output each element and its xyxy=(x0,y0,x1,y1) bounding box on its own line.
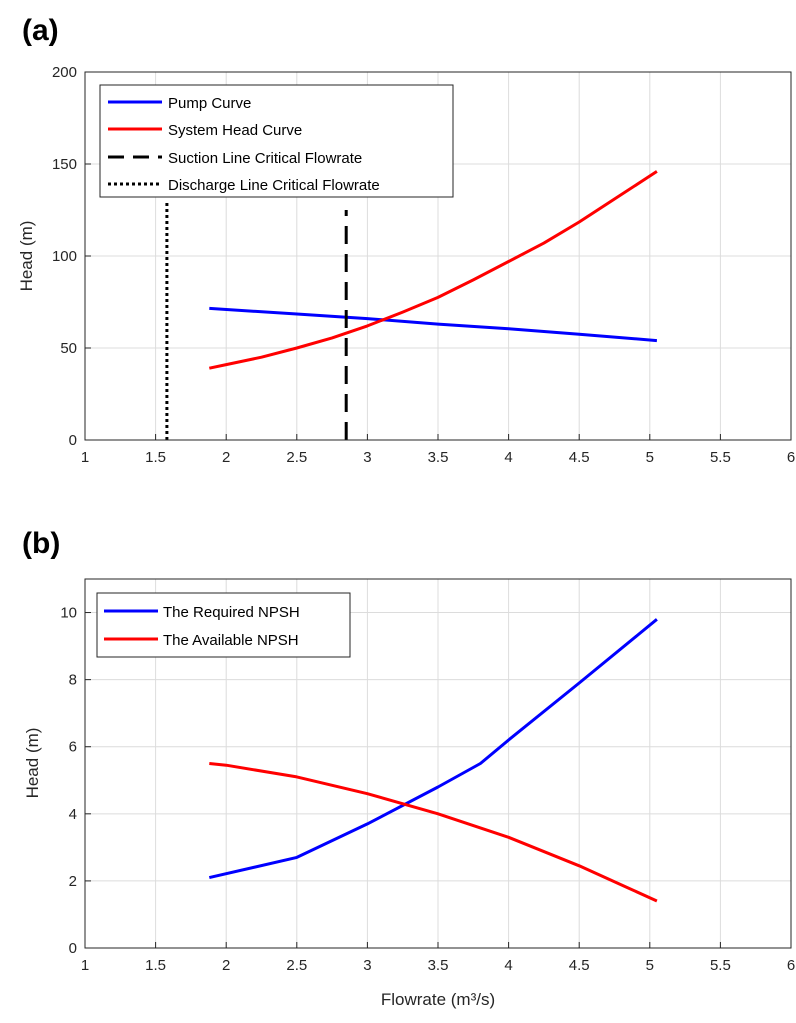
panel-b-y-axis-label: Head (m) xyxy=(23,728,42,799)
panel-b-x-axis-label: Flowrate (m³/s) xyxy=(381,990,495,1009)
series-line-pump-curve xyxy=(209,306,658,343)
x-tick-label: 5 xyxy=(646,449,654,466)
y-tick-label: 150 xyxy=(52,156,77,173)
x-tick-label: 2 xyxy=(222,957,230,974)
y-tick-label: 0 xyxy=(69,940,77,957)
y-tick-label: 4 xyxy=(69,806,77,823)
panel-a-legend: Pump Curve System Head Curve Suction Lin… xyxy=(99,84,454,198)
x-tick-label: 6 xyxy=(787,449,795,466)
panel-b: (b) 1 1.5 2 2.5 3 3.5 4 4.5 5 5.5 6 0 2 4 6 8 10 Head (… xyxy=(22,527,795,1009)
y-tick-label: 50 xyxy=(60,340,77,357)
x-tick-label: 3.5 xyxy=(428,449,449,466)
panel-a-label: (a) xyxy=(22,14,59,47)
panel-a-x-ticks: 1 1.5 2 2.5 3 3.5 4 4.5 5 5.5 6 xyxy=(81,434,795,466)
panel-b-label: (b) xyxy=(22,527,60,560)
x-tick-label: 3 xyxy=(363,957,371,974)
panel-b-x-ticks: 1 1.5 2 2.5 3 3.5 4 4.5 5 5.5 6 xyxy=(81,942,795,974)
x-tick-label: 2.5 xyxy=(286,449,307,466)
x-tick-label: 1 xyxy=(81,957,89,974)
legend-label-pump-curve: Pump Curve xyxy=(168,95,251,112)
x-tick-label: 2 xyxy=(222,449,230,466)
legend-label-suction-line: Suction Line Critical Flowrate xyxy=(168,150,362,167)
panel-a-series xyxy=(165,170,658,440)
x-tick-label: 2.5 xyxy=(286,957,307,974)
x-tick-label: 5 xyxy=(646,957,654,974)
panel-a-legend-box xyxy=(99,84,454,198)
y-tick-label: 8 xyxy=(69,672,77,689)
panel-b-y-ticks: 0 2 4 6 8 10 xyxy=(60,605,91,957)
legend-label-required-npsh: The Required NPSH xyxy=(163,604,300,621)
series-line-the-required-npsh xyxy=(208,618,658,880)
x-tick-label: 4.5 xyxy=(569,957,590,974)
panel-a-y-axis-label: Head (m) xyxy=(17,221,36,292)
y-tick-label: 0 xyxy=(69,432,77,449)
y-tick-label: 10 xyxy=(60,605,77,622)
x-tick-label: 1.5 xyxy=(145,449,166,466)
x-tick-label: 3.5 xyxy=(428,957,449,974)
series-line-system-head-curve xyxy=(208,170,658,370)
panel-a: (a) 1 1.5 2 2.5 3 3.5 4 4.5 5 5.5 6 0 50 100 150 200 H… xyxy=(17,14,795,466)
legend-label-available-npsh: The Available NPSH xyxy=(163,632,299,649)
x-tick-label: 3 xyxy=(363,449,371,466)
legend-label-discharge-line: Discharge Line Critical Flowrate xyxy=(168,177,380,194)
panel-b-legend: The Required NPSH The Available NPSH xyxy=(96,592,351,658)
y-tick-label: 100 xyxy=(52,248,77,265)
y-tick-label: 2 xyxy=(69,873,77,890)
y-tick-label: 200 xyxy=(52,64,77,81)
series-line-the-available-npsh xyxy=(209,762,658,903)
legend-label-system-head-curve: System Head Curve xyxy=(168,122,302,139)
x-tick-label: 4 xyxy=(504,957,512,974)
x-tick-label: 5.5 xyxy=(710,449,731,466)
y-tick-label: 6 xyxy=(69,739,77,756)
x-tick-label: 1.5 xyxy=(145,957,166,974)
x-tick-label: 6 xyxy=(787,957,795,974)
panel-b-series xyxy=(208,618,658,903)
panel-b-legend-box xyxy=(96,592,351,658)
panel-a-y-ticks: 0 50 100 150 200 xyxy=(52,64,91,449)
x-tick-label: 5.5 xyxy=(710,957,731,974)
x-tick-label: 4 xyxy=(504,449,512,466)
x-tick-label: 1 xyxy=(81,449,89,466)
x-tick-label: 4.5 xyxy=(569,449,590,466)
